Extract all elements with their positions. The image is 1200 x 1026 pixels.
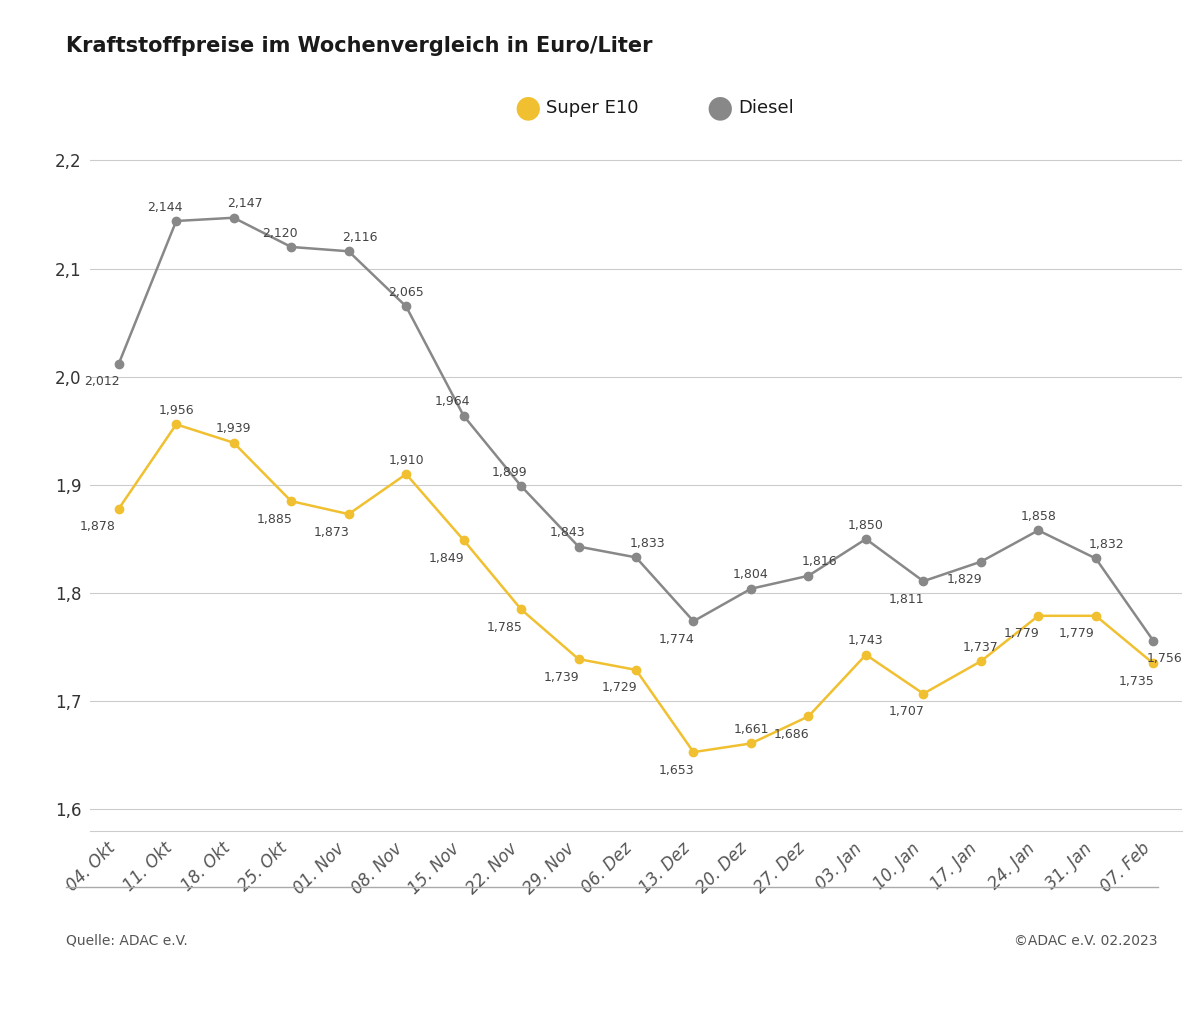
Text: 1,774: 1,774 <box>659 633 695 645</box>
Text: Diesel: Diesel <box>738 98 793 117</box>
Text: 2,144: 2,144 <box>148 201 182 213</box>
Text: Super E10: Super E10 <box>546 98 638 117</box>
Text: 1,653: 1,653 <box>659 763 695 777</box>
Text: 1,735: 1,735 <box>1118 675 1154 688</box>
Text: 1,956: 1,956 <box>158 404 194 417</box>
Text: 1,779: 1,779 <box>1003 627 1039 640</box>
Text: 1,832: 1,832 <box>1090 538 1124 551</box>
Text: Quelle: ADAC e.V.: Quelle: ADAC e.V. <box>66 934 187 948</box>
Text: 1,811: 1,811 <box>889 593 924 605</box>
Text: ©ADAC e.V. 02.2023: ©ADAC e.V. 02.2023 <box>1014 934 1158 948</box>
Text: 1,843: 1,843 <box>550 526 586 540</box>
Text: 1,850: 1,850 <box>848 518 884 531</box>
Text: 1,661: 1,661 <box>733 723 769 736</box>
Text: 1,873: 1,873 <box>314 525 350 539</box>
Text: 2,120: 2,120 <box>263 227 298 239</box>
Text: 1,878: 1,878 <box>80 520 116 534</box>
Text: 2,116: 2,116 <box>342 231 378 244</box>
Text: 1,858: 1,858 <box>1020 510 1056 523</box>
Text: 1,849: 1,849 <box>430 552 464 564</box>
Text: 1,816: 1,816 <box>802 555 838 568</box>
Text: 1,829: 1,829 <box>947 574 982 586</box>
Text: 1,729: 1,729 <box>601 681 637 695</box>
Text: 1,939: 1,939 <box>216 423 252 435</box>
Text: 1,707: 1,707 <box>889 705 925 718</box>
Text: Kraftstoffpreise im Wochenvergleich in Euro/Liter: Kraftstoffpreise im Wochenvergleich in E… <box>66 36 653 55</box>
Text: 1,785: 1,785 <box>486 621 522 634</box>
Text: 1,686: 1,686 <box>774 728 810 741</box>
Text: 1,885: 1,885 <box>257 513 293 525</box>
Text: 1,743: 1,743 <box>848 634 883 647</box>
Text: 1,833: 1,833 <box>629 537 665 550</box>
Text: 1,779: 1,779 <box>1058 627 1094 640</box>
Text: 1,737: 1,737 <box>962 641 998 654</box>
Text: 2,012: 2,012 <box>84 376 120 388</box>
Text: 1,756: 1,756 <box>1146 653 1182 665</box>
Text: ●: ● <box>515 93 541 122</box>
Text: 1,899: 1,899 <box>492 466 528 478</box>
Text: 2,065: 2,065 <box>389 286 424 299</box>
Text: ●: ● <box>707 93 733 122</box>
Text: 1,739: 1,739 <box>544 671 580 683</box>
Text: 1,964: 1,964 <box>434 395 470 408</box>
Text: 2,147: 2,147 <box>227 197 263 210</box>
Text: 1,804: 1,804 <box>733 568 769 582</box>
Text: 1,910: 1,910 <box>389 453 424 467</box>
